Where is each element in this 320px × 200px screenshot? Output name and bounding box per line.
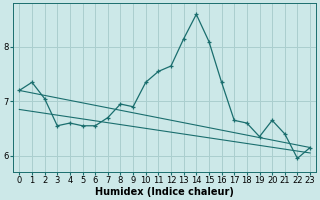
X-axis label: Humidex (Indice chaleur): Humidex (Indice chaleur) [95,187,234,197]
